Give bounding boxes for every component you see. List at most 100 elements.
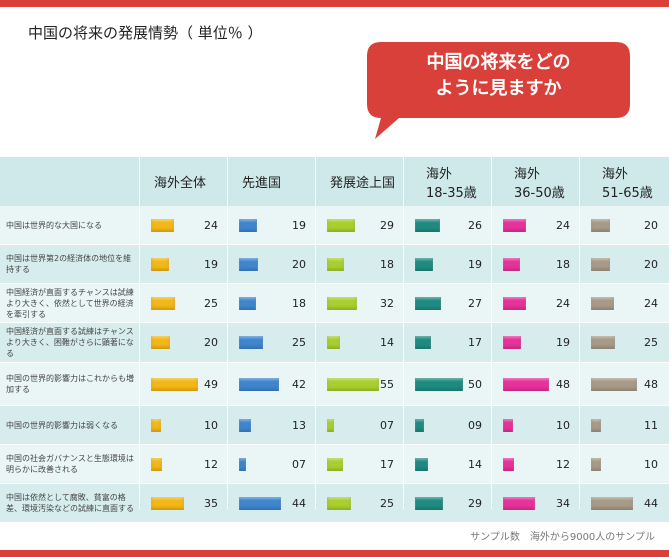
value-label: 18 (380, 258, 394, 271)
column-header-line: 海外全体 (154, 176, 207, 191)
value-bar (415, 419, 424, 432)
value-label: 44 (644, 497, 658, 510)
value-label: 24 (644, 297, 658, 310)
value-bar (151, 378, 198, 391)
value-bar (327, 336, 340, 349)
value-label: 14 (468, 458, 482, 471)
value-label: 48 (644, 378, 658, 391)
sample-size-note: サンプル数 海外から9000人のサンプル (470, 532, 655, 543)
value-label: 25 (644, 336, 658, 349)
value-bar (415, 219, 440, 232)
value-bar (327, 219, 355, 232)
value-bar (415, 336, 431, 349)
value-label: 26 (468, 219, 482, 232)
value-bar (503, 336, 521, 349)
value-label: 24 (204, 219, 218, 232)
value-label: 25 (292, 336, 306, 349)
column-header-4: 海外 18-35歳 (426, 157, 477, 206)
column-header-line: 51-65歳 (602, 185, 653, 201)
value-label: 34 (556, 497, 570, 510)
value-bar (591, 219, 610, 232)
question-callout: 中国の将来をどの ように見ますか (367, 42, 640, 140)
column-divider (315, 157, 316, 509)
value-label: 55 (380, 378, 394, 391)
value-label: 13 (292, 419, 306, 432)
row-label: 中国は世界第2の経済体の地位を維持する (6, 254, 132, 274)
column-divider (403, 157, 404, 509)
value-bar (503, 497, 535, 510)
column-header-5: 海外 36-50歳 (514, 157, 565, 206)
value-label: 09 (468, 419, 482, 432)
value-label: 49 (204, 378, 218, 391)
table-row: 中国経済が直面するチャンスは試練より大きく、依然として世界の経済を牽引する 25 1… (0, 284, 669, 322)
value-bar (327, 258, 344, 271)
value-bar (327, 458, 343, 471)
value-label: 19 (204, 258, 218, 271)
value-bar (415, 258, 433, 271)
value-label: 19 (468, 258, 482, 271)
value-bar (591, 336, 615, 349)
table-header-row: 海外全体 先進国 発展途上国 海外 18-35歳 海外 36-50歳 海外 51-65歳 (0, 157, 669, 206)
value-bar (415, 458, 428, 471)
value-bar (151, 497, 184, 510)
column-divider (491, 157, 492, 509)
callout-line-2: ように見ますか (435, 78, 562, 99)
value-label: 50 (468, 378, 482, 391)
value-label: 27 (468, 297, 482, 310)
value-label: 10 (204, 419, 218, 432)
column-header-line: 18-35歳 (426, 185, 477, 201)
table-row: 中国の世界的影響力はこれからも増加する 49 42 55 50 48 48 (0, 363, 669, 405)
value-bar (239, 258, 258, 271)
value-label: 24 (556, 219, 570, 232)
value-label: 11 (644, 419, 658, 432)
value-bar (151, 458, 162, 471)
value-bar (591, 297, 614, 310)
column-header-2: 先進国 (242, 157, 281, 206)
value-bar (591, 497, 633, 510)
row-label: 中国の世界的影響力はこれからも増加する (6, 374, 134, 394)
column-header-6: 海外 51-65歳 (602, 157, 653, 206)
value-label: 29 (468, 497, 482, 510)
value-bar (591, 378, 637, 391)
value-label: 07 (380, 419, 394, 432)
value-label: 32 (380, 297, 394, 310)
value-label: 20 (644, 219, 658, 232)
value-bar (327, 419, 334, 432)
value-bar (239, 336, 263, 349)
value-label: 48 (556, 378, 570, 391)
column-header-line: 海外 (426, 166, 453, 182)
value-bar (503, 419, 513, 432)
value-label: 20 (204, 336, 218, 349)
bottom-accent-bar (0, 550, 669, 557)
column-header-line: 発展途上国 (330, 176, 396, 191)
column-header-line: 36-50歳 (514, 185, 565, 201)
value-label: 19 (292, 219, 306, 232)
results-table: 海外全体 先進国 発展途上国 海外 18-35歳 海外 36-50歳 海外 51-65歳 中国は… (0, 157, 669, 522)
value-label: 42 (292, 378, 306, 391)
value-bar (151, 297, 175, 310)
value-label: 12 (204, 458, 218, 471)
column-divider (579, 157, 580, 509)
value-label: 25 (204, 297, 218, 310)
value-bar (239, 297, 256, 310)
value-label: 20 (644, 258, 658, 271)
value-bar (151, 336, 170, 349)
row-label: 中国の社会ガバナンスと生態環境は明らかに改善される (6, 454, 134, 474)
column-divider (139, 157, 140, 509)
value-bar (591, 419, 601, 432)
value-bar (415, 497, 443, 510)
value-label: 17 (468, 336, 482, 349)
value-label: 20 (292, 258, 306, 271)
value-bar (327, 378, 379, 391)
value-label: 18 (556, 258, 570, 271)
value-label: 12 (556, 458, 570, 471)
table-row: 中国は依然として腐敗、貧富の格差、環境汚染などの試練に直面する 35 44 25 29 3… (0, 484, 669, 522)
value-bar (151, 258, 169, 271)
value-bar (503, 297, 526, 310)
value-label: 19 (556, 336, 570, 349)
value-label: 44 (292, 497, 306, 510)
table-row: 中国の世界的影響力は弱くなる 10 13 07 09 10 11 (0, 406, 669, 444)
value-bar (327, 497, 351, 510)
value-label: 35 (204, 497, 218, 510)
column-header-1: 海外全体 (154, 157, 206, 206)
